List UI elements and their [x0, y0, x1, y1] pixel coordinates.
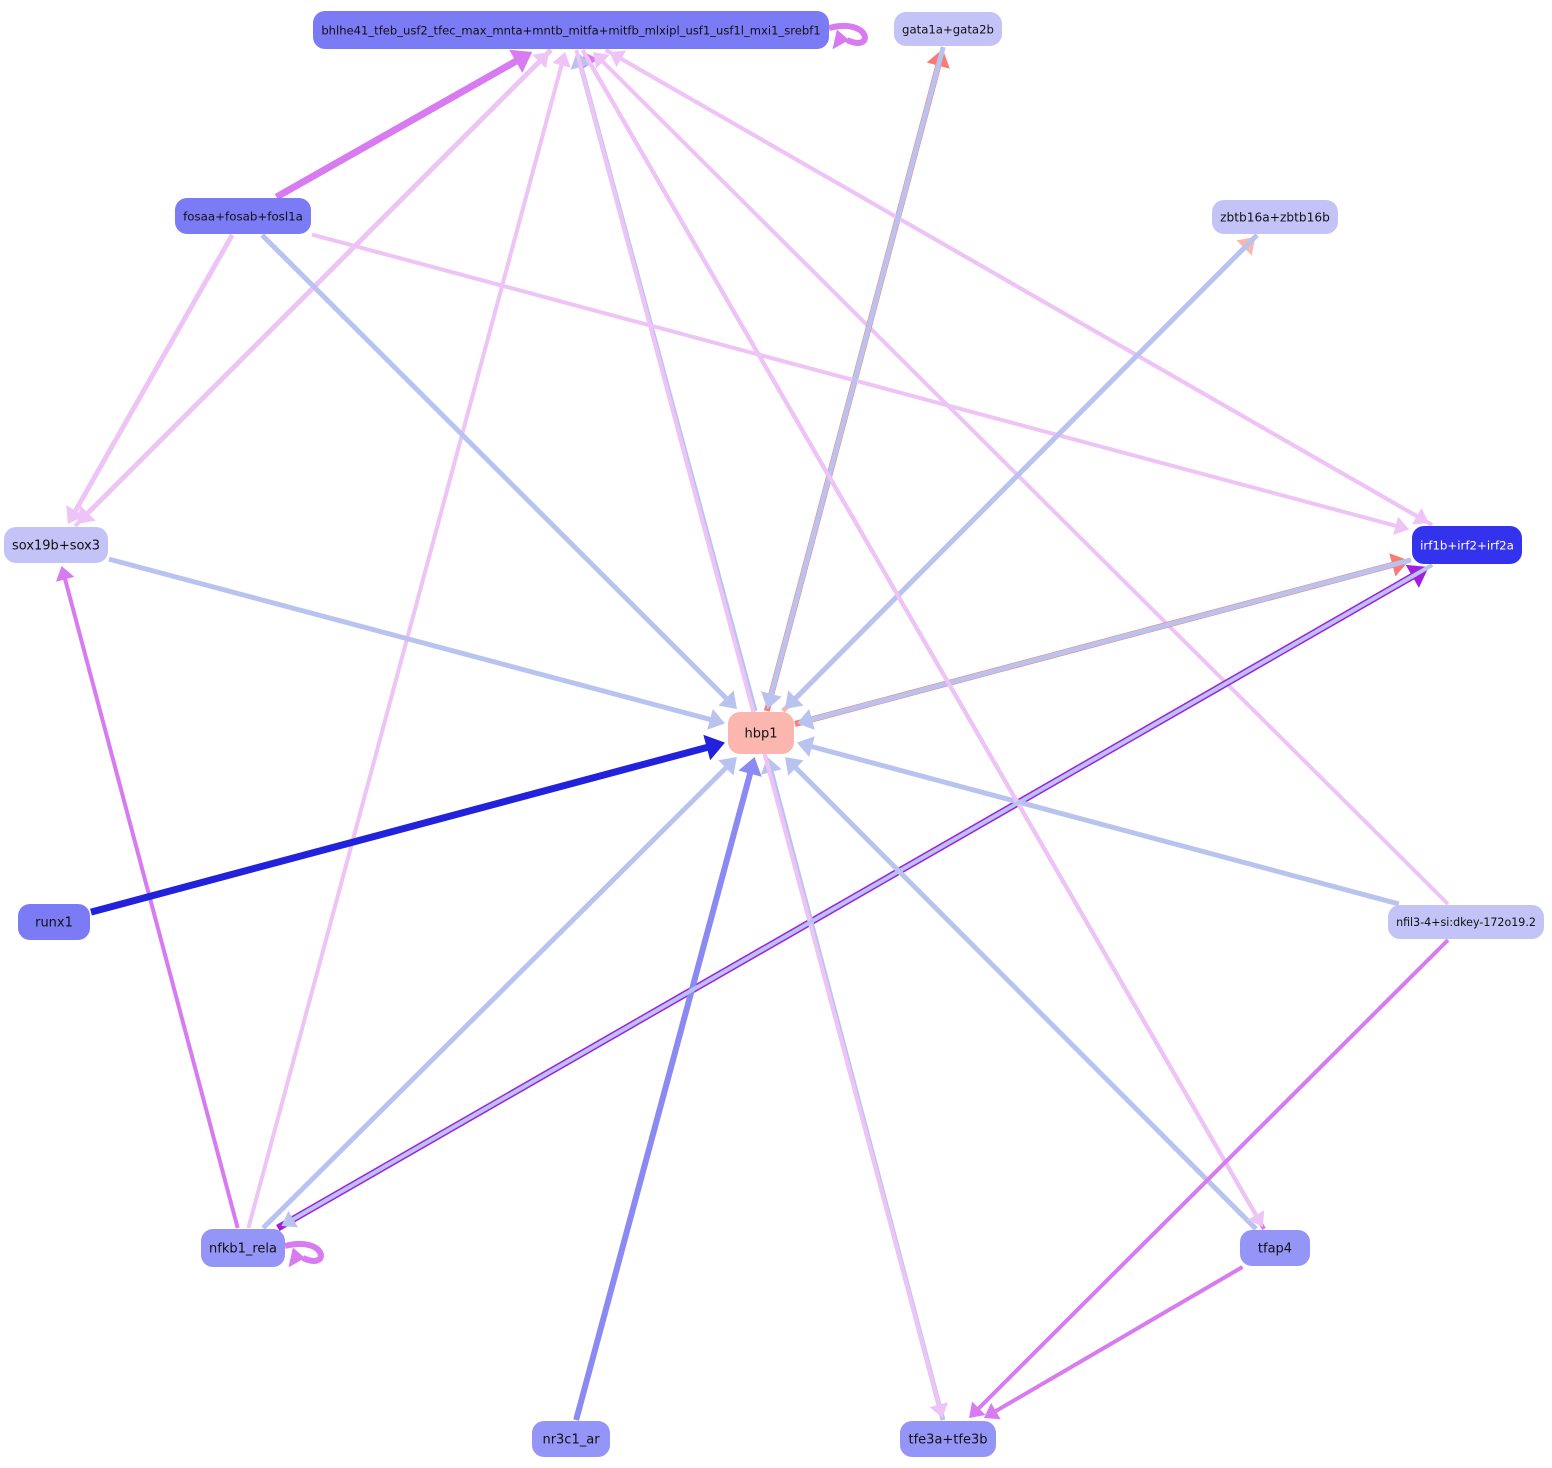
graph-node-nfil3[interactable]: nfil3-4+si:dkey-172o19.2	[1388, 905, 1544, 939]
graph-edge[interactable]	[281, 563, 1434, 1228]
node-shape[interactable]	[201, 1229, 285, 1267]
graph-node-fosaa[interactable]: fosaa+fosab+fosl1a	[175, 198, 311, 234]
graph-edge[interactable]	[580, 48, 1265, 1227]
graph-node-tfap4[interactable]: tfap4	[1240, 1230, 1310, 1266]
graph-edge[interactable]	[274, 49, 533, 201]
node-shape[interactable]	[900, 1421, 996, 1457]
graph-edge[interactable]	[77, 48, 553, 524]
node-shape[interactable]	[894, 12, 1002, 46]
node-shape[interactable]	[1388, 905, 1544, 939]
graph-edge[interactable]	[983, 1265, 1244, 1420]
node-shape[interactable]	[175, 198, 311, 234]
node-shape[interactable]	[1240, 1230, 1310, 1266]
graph-node-hbp1[interactable]: hbp1	[728, 712, 794, 754]
graph-edge[interactable]	[784, 757, 1258, 1231]
graph-edge[interactable]	[797, 557, 1412, 730]
graph-edge[interactable]	[66, 233, 235, 524]
graph-node-sox19b[interactable]: sox19b+sox3	[4, 527, 108, 563]
graph-edge[interactable]	[573, 757, 762, 1421]
node-shape[interactable]	[18, 904, 90, 940]
graph-node-bhlhe41[interactable]: bhlhe41_tfeb_usf2_tfec_max_mnta+mntb_mit…	[313, 11, 829, 49]
graph-edge[interactable]	[246, 52, 571, 1229]
node-shape[interactable]	[532, 1421, 610, 1457]
node-shape[interactable]	[728, 712, 794, 754]
graph-edge[interactable]	[260, 233, 737, 709]
graph-edge[interactable]	[593, 52, 1450, 906]
node-shape[interactable]	[1412, 526, 1522, 564]
graph-edge[interactable]	[828, 23, 868, 50]
graph-edge[interactable]	[969, 938, 1450, 1418]
graph-node-irf1b[interactable]: irf1b+irf2+irf2a	[1412, 526, 1522, 564]
graph-edge[interactable]	[55, 566, 240, 1229]
graph-node-runx1[interactable]: runx1	[18, 904, 90, 940]
graph-edge[interactable]	[90, 734, 725, 916]
graph-edge[interactable]	[108, 556, 725, 730]
graph-node-nfkb1[interactable]: nfkb1_rela	[201, 1229, 285, 1267]
graph-edge[interactable]	[604, 48, 1429, 525]
graph-edge[interactable]	[760, 46, 946, 709]
node-shape[interactable]	[1212, 200, 1338, 234]
edge-layer	[55, 23, 1450, 1421]
graph-node-tfe3a[interactable]: tfe3a+tfe3b	[900, 1421, 996, 1457]
node-shape[interactable]	[4, 527, 108, 563]
graph-edge[interactable]	[797, 736, 1400, 907]
node-shape[interactable]	[313, 11, 829, 49]
graph-node-nr3c1[interactable]: nr3c1_ar	[532, 1421, 610, 1457]
graph-edge[interactable]	[261, 757, 737, 1230]
graph-edge[interactable]	[784, 233, 1259, 709]
graph-edge[interactable]	[284, 1241, 324, 1268]
graph-node-zbtb16[interactable]: zbtb16a+zbtb16b	[1212, 200, 1338, 234]
graph-node-gata[interactable]: gata1a+gata2b	[894, 12, 1002, 46]
